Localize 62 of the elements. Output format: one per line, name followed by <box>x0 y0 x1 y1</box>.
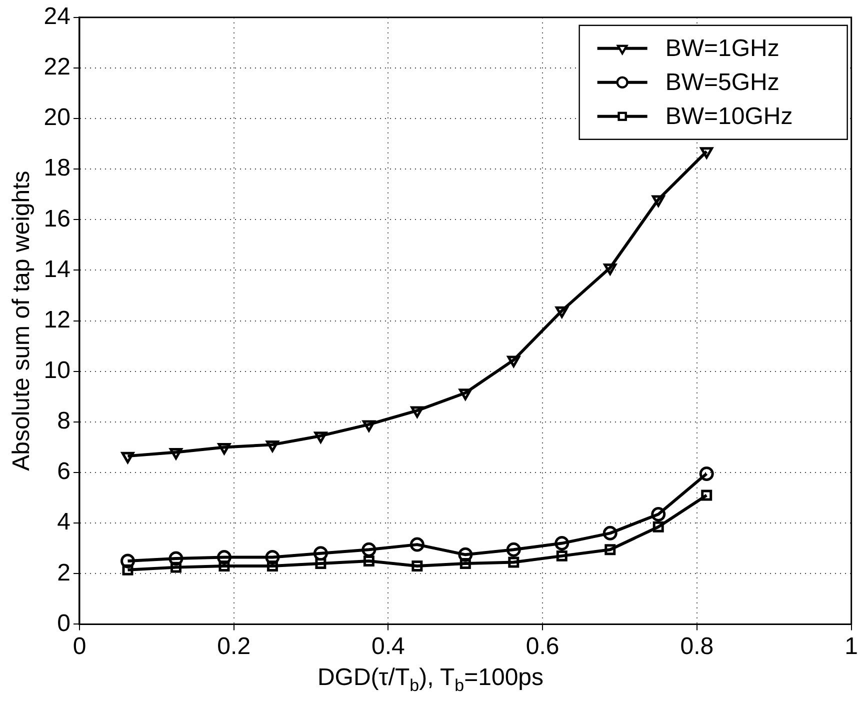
point <box>170 448 182 460</box>
y-tick-label: 16 <box>44 205 70 232</box>
point <box>699 466 714 482</box>
point <box>458 547 473 562</box>
point <box>168 551 184 566</box>
legend-label: BW=5GHz <box>665 69 780 96</box>
point <box>218 560 230 572</box>
point <box>508 556 520 568</box>
point <box>701 490 712 501</box>
y-tick-label: 24 <box>44 3 70 30</box>
point <box>507 356 520 368</box>
point <box>265 550 280 564</box>
point <box>315 558 326 570</box>
point <box>266 440 279 452</box>
x-tick-label: 1 <box>844 633 858 660</box>
point <box>700 147 714 159</box>
point <box>314 432 328 444</box>
y-tick-label: 22 <box>44 54 70 81</box>
x-tick-label: 0.6 <box>526 633 560 660</box>
y-tick-label: 18 <box>44 154 70 182</box>
point <box>555 306 568 318</box>
point <box>554 536 570 551</box>
y-tick-label: 4 <box>57 508 70 536</box>
x-tick-label: 0.2 <box>217 633 251 660</box>
point <box>122 564 134 576</box>
x-axis-title: DGD(τ/T$_{b}$), T$_{b}$=100ps <box>316 664 545 696</box>
point <box>604 544 616 556</box>
legend-label: BW=1GHz <box>665 35 780 62</box>
point <box>266 560 278 572</box>
y-axis-title: Absolute sum of tap weights <box>8 170 36 471</box>
y-tick-label: 8 <box>57 408 70 435</box>
y-tick-label: 6 <box>57 458 70 486</box>
point <box>362 542 376 557</box>
point <box>363 556 374 566</box>
point <box>604 263 617 275</box>
point <box>458 388 472 400</box>
point <box>460 558 471 570</box>
y-tick-label: 10 <box>44 356 70 384</box>
point <box>218 442 231 454</box>
point <box>121 452 134 464</box>
y-tick-label: 12 <box>44 306 70 334</box>
point <box>651 506 666 522</box>
point <box>412 560 423 572</box>
y-tick-label: 14 <box>44 256 70 283</box>
point <box>410 406 424 418</box>
point <box>410 537 424 552</box>
x-tick-label: 0.8 <box>680 633 714 660</box>
y-tick-label: 2 <box>57 559 70 586</box>
point <box>170 562 182 573</box>
point <box>556 550 568 562</box>
point <box>602 526 618 540</box>
y-tick-label: 0 <box>57 610 70 637</box>
point <box>652 521 664 532</box>
point <box>120 554 135 568</box>
point <box>506 542 521 557</box>
legend-label: BW=10GHz <box>665 103 793 130</box>
y-tick-label: 20 <box>44 104 70 132</box>
point <box>216 550 232 564</box>
point <box>652 195 665 207</box>
point <box>313 546 328 561</box>
x-tick-label: 0.4 <box>372 633 405 660</box>
point <box>362 420 376 432</box>
